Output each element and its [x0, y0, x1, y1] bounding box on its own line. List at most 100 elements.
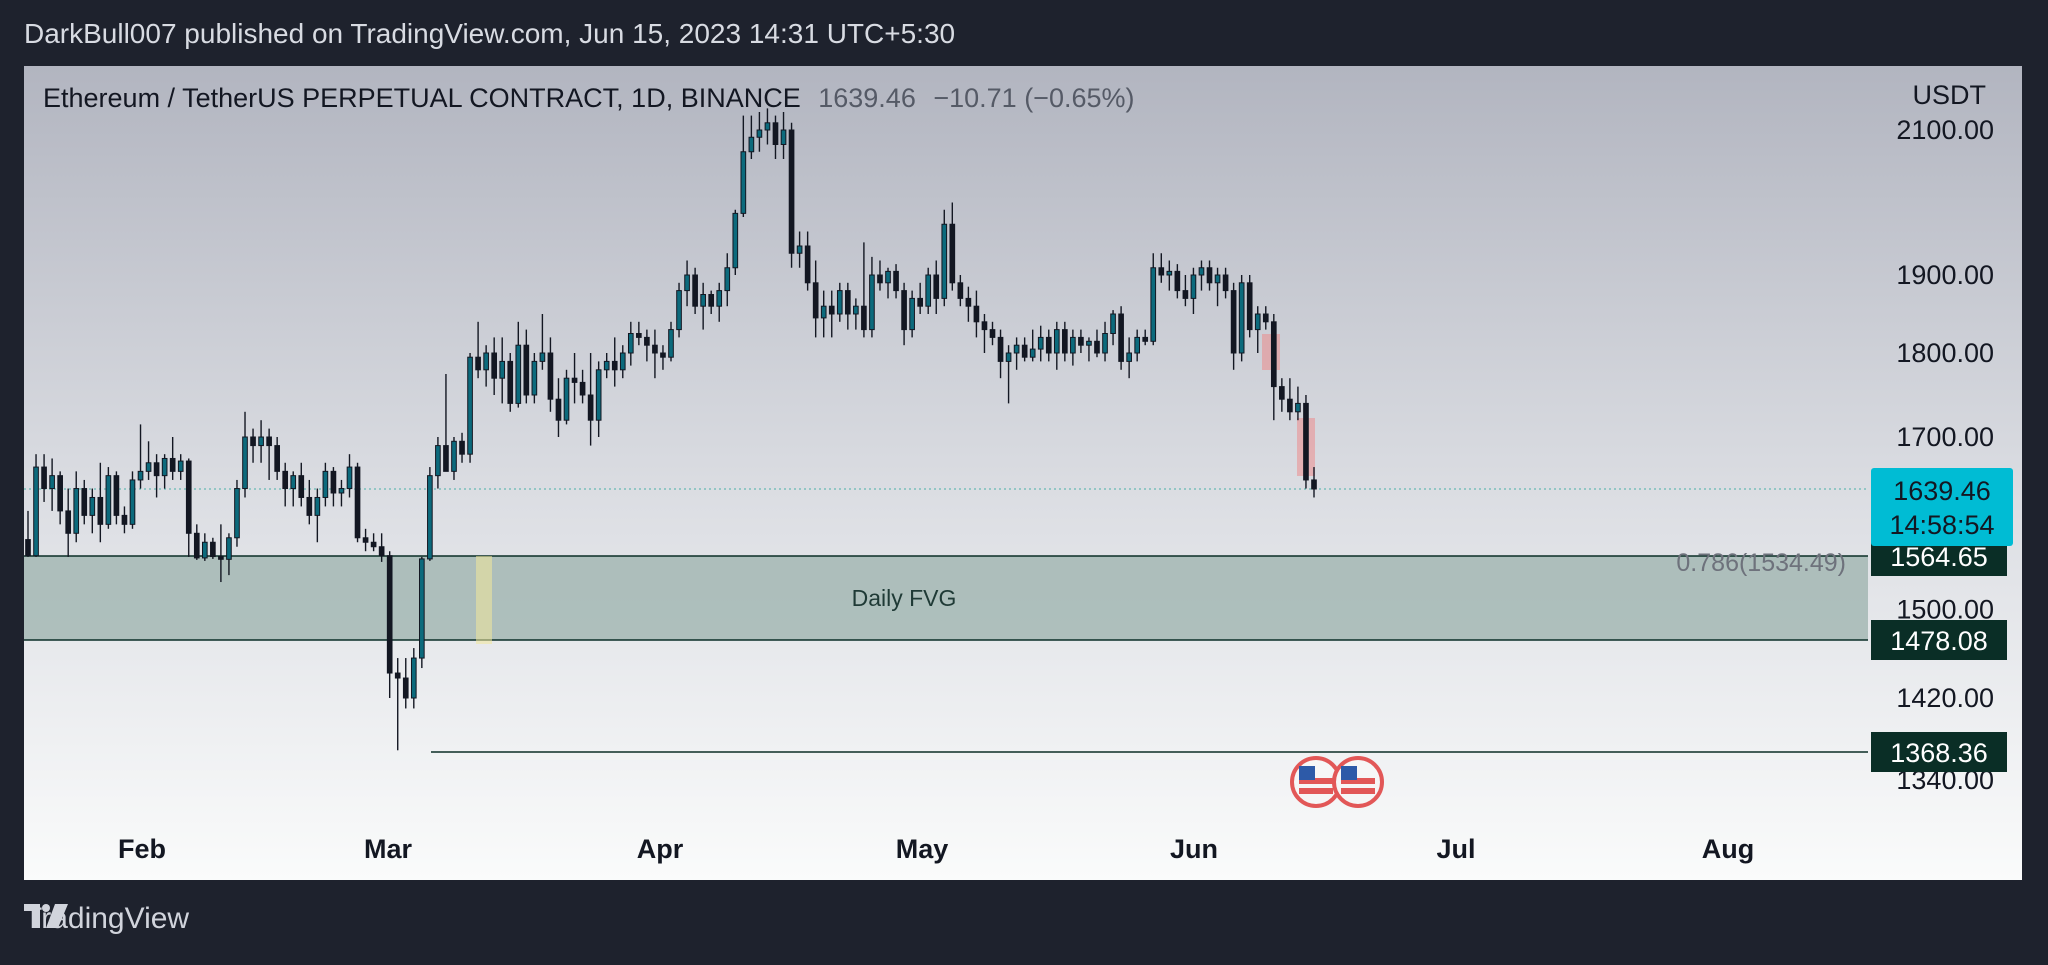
candle: [909, 290, 915, 338]
candle-body: [732, 212, 739, 269]
candle: [226, 533, 232, 576]
candle: [708, 290, 715, 314]
candle-body: [965, 297, 972, 307]
candle-body: [804, 245, 811, 284]
candle: [65, 488, 72, 557]
x-tick-label: Apr: [637, 834, 684, 864]
candle-body: [402, 677, 409, 699]
candle-body: [1222, 274, 1229, 292]
candle-body: [105, 475, 112, 525]
candle: [828, 290, 835, 338]
candle-body: [1190, 274, 1197, 299]
candle: [756, 112, 763, 152]
candle: [483, 345, 489, 387]
candle: [531, 353, 538, 404]
candle: [354, 462, 361, 543]
candle-body: [1182, 290, 1189, 299]
candle: [772, 115, 779, 159]
candle-body: [290, 475, 297, 490]
candle-body: [619, 352, 626, 371]
candle-body: [129, 479, 136, 525]
candle-body: [1126, 352, 1132, 362]
candle-body: [210, 541, 216, 558]
candle: [1150, 253, 1157, 346]
candle-body: [306, 496, 313, 516]
candle-body: [459, 440, 465, 455]
candle: [740, 115, 747, 217]
candle-body: [587, 394, 594, 421]
candle-body: [957, 282, 964, 299]
candle-body: [603, 360, 610, 371]
candle-body: [820, 305, 827, 319]
x-tick-label: Jul: [1436, 834, 1475, 864]
candle-body: [185, 460, 192, 534]
candle: [1158, 253, 1165, 283]
candle-body: [226, 537, 232, 560]
candle-body: [1198, 267, 1205, 276]
candle-body: [812, 282, 819, 319]
candle: [812, 260, 819, 338]
candle: [644, 329, 650, 362]
candle-body: [893, 270, 899, 292]
candle: [362, 528, 369, 552]
candle-body: [73, 488, 80, 534]
candle: [692, 267, 698, 314]
candle: [1142, 329, 1149, 346]
candle: [957, 275, 964, 307]
candle: [129, 471, 136, 529]
candle: [201, 533, 208, 561]
candle: [965, 286, 972, 322]
candle: [1222, 267, 1229, 299]
candle-body: [917, 297, 923, 307]
fvg-label: Daily FVG: [852, 585, 957, 611]
candle: [1254, 306, 1261, 353]
candle: [1270, 314, 1277, 421]
candle: [282, 462, 289, 507]
candle-body: [161, 457, 168, 477]
candle-body: [370, 541, 377, 548]
candle: [724, 253, 731, 307]
candle: [1118, 306, 1124, 370]
symbol-legend: Ethereum / TetherUS PERPETUAL CONTRACT, …: [43, 83, 1135, 114]
candlestick-chart[interactable]: Daily FVG 0.786(1534.49) 2100.00 1900.00 180…: [24, 66, 2022, 880]
candle: [491, 337, 498, 395]
candle: [177, 454, 184, 480]
candle-body: [756, 129, 763, 138]
candle: [1029, 329, 1036, 362]
candle: [330, 467, 337, 507]
candle: [1230, 282, 1237, 370]
candle-body: [1254, 313, 1261, 331]
candle: [57, 471, 63, 525]
current-price-text: 1639.46: [1893, 476, 1991, 506]
candle: [1005, 345, 1012, 404]
candle-body: [41, 466, 47, 490]
chart-pane[interactable]: Daily FVG 0.786(1534.49) 2100.00 1900.00 180…: [24, 66, 2022, 880]
candle-body: [708, 294, 715, 307]
candle-body: [1078, 336, 1084, 346]
candle-body: [475, 356, 481, 371]
candle: [306, 479, 313, 525]
candle-body: [1086, 340, 1092, 346]
candle-body: [274, 445, 280, 472]
candle-body: [65, 510, 72, 534]
fvg-zone: [24, 556, 1868, 640]
candle: [1110, 310, 1116, 346]
candle-body: [1303, 402, 1309, 481]
candle: [1086, 337, 1092, 362]
candle: [346, 454, 353, 498]
candle-body: [25, 539, 31, 557]
candle-body: [716, 290, 723, 307]
candle: [853, 298, 859, 330]
candle-body: [1094, 340, 1100, 354]
us-flag-event-icon: [1299, 766, 1315, 780]
candle: [844, 282, 851, 330]
candle-body: [901, 290, 907, 331]
candle-body: [989, 329, 996, 338]
candle-body: [483, 352, 489, 371]
candle-body: [330, 470, 337, 494]
candle-body: [386, 555, 393, 674]
candle: [595, 361, 602, 437]
candle: [700, 282, 706, 330]
candle: [1062, 321, 1068, 362]
candle-body: [1037, 336, 1044, 350]
